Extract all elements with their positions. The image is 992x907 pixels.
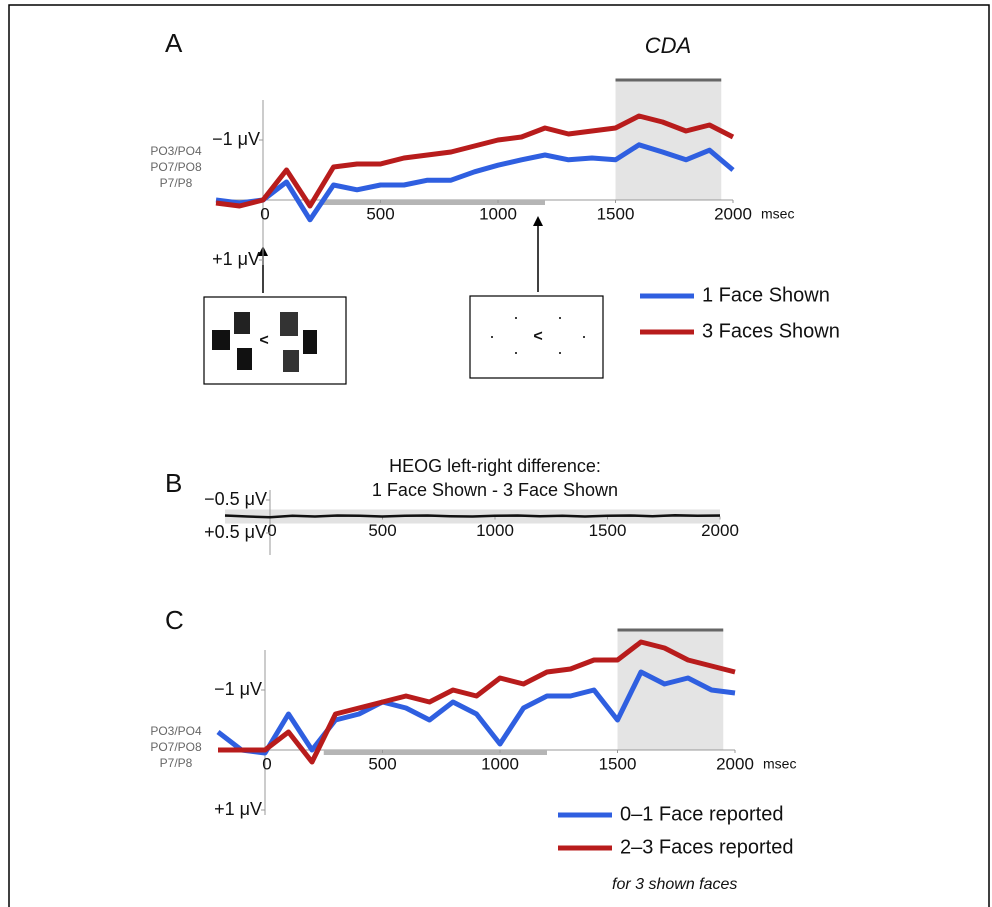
y-tick-label: −0.5 μV bbox=[204, 489, 267, 509]
frame bbox=[8, 4, 990, 907]
y-tick-label: +0.5 μV bbox=[204, 522, 267, 542]
x-tick-label: 500 bbox=[368, 521, 396, 540]
svg-text:<: < bbox=[259, 332, 268, 349]
x-tick-label: 500 bbox=[366, 204, 394, 223]
x-tick-label: 1000 bbox=[476, 521, 514, 540]
x-tick-label: 2000 bbox=[701, 521, 739, 540]
y-tick-label: +1 μV bbox=[214, 799, 262, 819]
panel-label: C bbox=[165, 605, 184, 635]
legend-label: 3 Faces Shown bbox=[702, 320, 840, 342]
chart-title: 1 Face Shown - 3 Face Shown bbox=[372, 480, 618, 500]
x-tick-label: 500 bbox=[368, 754, 396, 773]
x-axis-label: msec bbox=[763, 756, 796, 772]
chart-title: HEOG left-right difference: bbox=[389, 456, 601, 476]
x-axis-label: msec bbox=[761, 206, 794, 222]
channel-label: P7/P8 bbox=[160, 756, 193, 770]
note: for 3 shown faces bbox=[612, 876, 737, 893]
x-tick-label: 1500 bbox=[589, 521, 627, 540]
series-line bbox=[215, 142, 735, 223]
channel-label: PO3/PO4 bbox=[150, 144, 202, 158]
baseline-bar bbox=[323, 750, 547, 755]
x-tick-label: 2000 bbox=[714, 204, 752, 223]
series-line bbox=[215, 113, 735, 209]
legend-label: 2–3 Faces reported bbox=[620, 836, 793, 858]
series-line bbox=[218, 639, 736, 765]
series-line bbox=[216, 669, 736, 756]
delay-display: < bbox=[469, 216, 604, 379]
stimulus-display: < bbox=[203, 246, 347, 385]
baseline-bar bbox=[321, 200, 545, 205]
y-tick-label: −1 μV bbox=[214, 679, 262, 699]
channel-label: PO7/PO8 bbox=[150, 160, 202, 174]
channel-label: P7/P8 bbox=[160, 176, 193, 190]
x-tick-label: 0 bbox=[267, 521, 276, 540]
panel-label: B bbox=[165, 468, 182, 498]
legend-label: 0–1 Face reported bbox=[620, 803, 783, 825]
x-tick-label: 2000 bbox=[716, 754, 754, 773]
panel-label: A bbox=[165, 28, 183, 58]
x-tick-label: 1500 bbox=[597, 204, 635, 223]
series-line bbox=[224, 513, 721, 519]
x-tick-label: 0 bbox=[262, 754, 271, 773]
channel-label: PO7/PO8 bbox=[150, 740, 202, 754]
y-tick-label: +1 μV bbox=[212, 249, 260, 269]
x-tick-label: 1000 bbox=[481, 754, 519, 773]
channel-label: PO3/PO4 bbox=[150, 724, 202, 738]
y-tick-label: −1 μV bbox=[212, 129, 260, 149]
x-tick-label: 0 bbox=[260, 204, 269, 223]
x-tick-label: 1000 bbox=[479, 204, 517, 223]
cda-window bbox=[615, 80, 722, 200]
svg-text:<: < bbox=[533, 328, 542, 345]
legend-label: 1 Face Shown bbox=[702, 284, 830, 306]
window-label: CDA bbox=[645, 33, 691, 58]
x-tick-label: 1500 bbox=[599, 754, 637, 773]
